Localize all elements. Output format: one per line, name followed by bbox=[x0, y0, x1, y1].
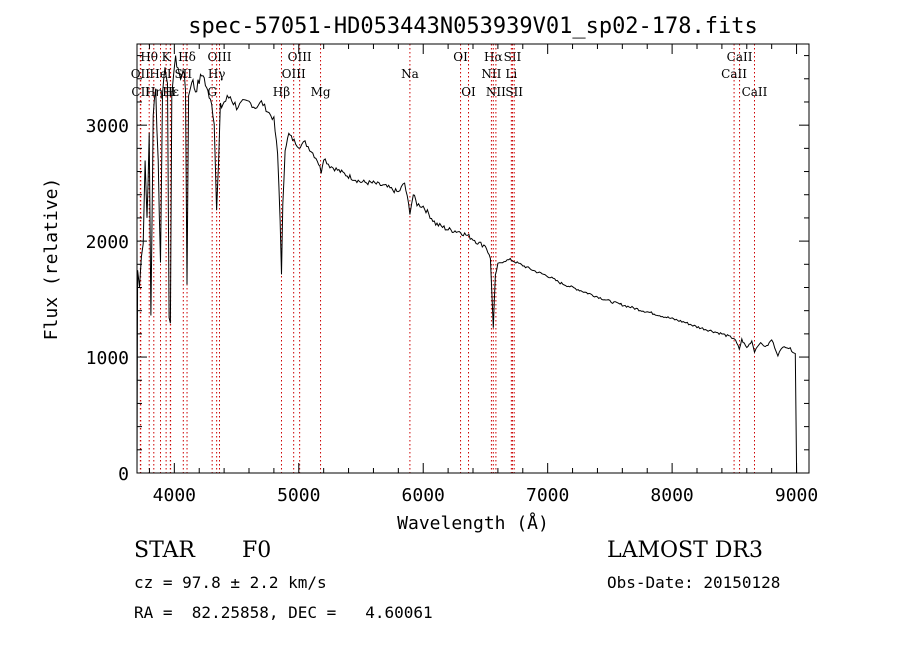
observation-date: Obs-Date: 20150128 bbox=[607, 573, 781, 592]
line-marker-label: Hβ bbox=[273, 85, 290, 99]
line-marker-label: Na bbox=[401, 67, 419, 81]
x-tick-label: 8000 bbox=[650, 485, 693, 506]
line-marker-label: Hδ bbox=[178, 50, 196, 64]
object-subclass: F0 bbox=[242, 538, 272, 563]
y-tick-label: 2000 bbox=[86, 232, 129, 253]
y-tick-label: 0 bbox=[118, 464, 129, 485]
line-marker-label: SII bbox=[174, 67, 192, 81]
line-marker-label: CaII bbox=[727, 50, 753, 64]
line-marker-label: HeI bbox=[149, 67, 172, 81]
line-marker-label: Hθ bbox=[140, 50, 158, 64]
y-tick-label: 3000 bbox=[86, 116, 129, 137]
y-axis-label: Flux (relative) bbox=[41, 178, 62, 341]
line-marker-label: NII bbox=[481, 67, 501, 81]
x-axis-label: Wavelength (Å) bbox=[397, 512, 549, 534]
y-axis: 0 1000 2000 3000 bbox=[86, 55, 809, 485]
line-marker-label: OI bbox=[453, 50, 468, 64]
line-marker-label: CaII bbox=[721, 67, 747, 81]
line-marker-label: Mg bbox=[311, 85, 331, 99]
line-marker-label: Hα bbox=[484, 50, 503, 64]
line-marker-label: OII bbox=[131, 67, 151, 81]
spectrum-line bbox=[136, 55, 798, 474]
spectrum-chart: spec-57051-HD053443N053939V01_sp02-178.f… bbox=[41, 14, 818, 534]
line-marker-label: OIII bbox=[288, 50, 312, 64]
line-marker-label: OI bbox=[461, 85, 476, 99]
x-tick-label: 9000 bbox=[775, 485, 818, 506]
spectral-line-markers: HθOIICIIHηKHeIHHδSIIHεOIIIHγGOIIIOIIIHβM… bbox=[131, 44, 768, 473]
line-marker-label: G bbox=[207, 85, 217, 99]
line-marker-label: Hε bbox=[162, 85, 179, 99]
object-class: STAR bbox=[134, 538, 195, 563]
x-tick-label: 5000 bbox=[277, 485, 320, 506]
chart-title: spec-57051-HD053443N053939V01_sp02-178.f… bbox=[188, 14, 758, 39]
line-marker-label: CII bbox=[131, 85, 150, 99]
line-marker-label: Hη bbox=[145, 85, 163, 99]
survey-name: LAMOST DR3 bbox=[607, 538, 763, 563]
line-marker-label: SII bbox=[505, 85, 523, 99]
redshift-cz: cz = 97.8 ± 2.2 km/s bbox=[134, 573, 327, 592]
line-marker-label: K bbox=[162, 50, 172, 64]
coordinates: RA = 82.25858, DEC = 4.60061 bbox=[134, 603, 433, 622]
line-marker-label: Hγ bbox=[208, 67, 226, 81]
line-marker-label: Li bbox=[505, 67, 517, 81]
x-tick-label: 7000 bbox=[526, 485, 569, 506]
x-axis: 4000 5000 6000 7000 8000 9000 bbox=[148, 44, 818, 506]
x-tick-label: 4000 bbox=[153, 485, 196, 506]
line-marker-label: OIII bbox=[282, 67, 306, 81]
y-tick-label: 1000 bbox=[86, 348, 129, 369]
line-marker-label: SII bbox=[504, 50, 522, 64]
x-tick-label: 6000 bbox=[402, 485, 445, 506]
line-marker-label: NII bbox=[486, 85, 506, 99]
line-marker-label: OIII bbox=[207, 50, 231, 64]
line-marker-label: CaII bbox=[742, 85, 768, 99]
